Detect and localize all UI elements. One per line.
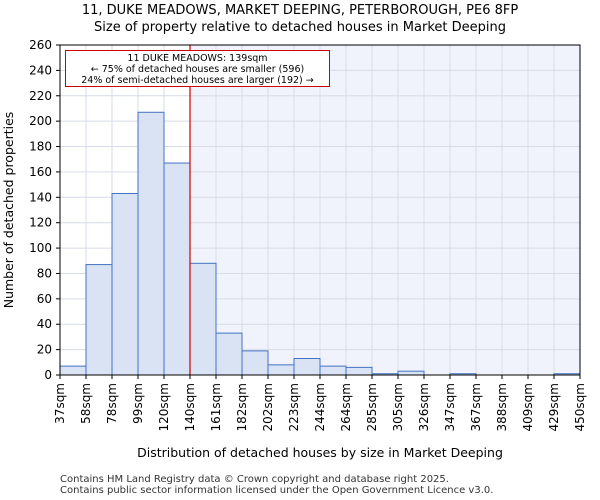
x-axis-ticks: 37sqm 58sqm 78sqm 99sqm 120sqm 140sqm 161sqm 18… [53,375,587,431]
bar-182sqm [241,350,269,376]
x-tick-label: 78sqm [105,383,119,424]
x-axis-label: Distribution of detached houses by size … [137,445,503,460]
bar-99sqm [137,111,165,376]
y-tick-label: 0 [44,368,52,382]
x-tick-label: 429sqm [547,383,561,431]
highlight-region [190,45,580,375]
x-tick-label: 140sqm [183,383,197,431]
footer-line-2: Contains public sector information licen… [60,485,494,496]
annotation-box: 11 DUKE MEADOWS: 139sqm ← 75% of detache… [65,50,330,87]
x-tick-label: 326sqm [417,383,431,431]
x-tick-label: 182sqm [235,383,249,431]
bar-202sqm [267,364,295,376]
x-tick-label: 99sqm [131,383,145,424]
bar-140sqm [189,262,217,376]
y-tick-label: 60 [37,292,52,306]
chart-title: 11, DUKE MEADOWS, MARKET DEEPING, PETERB… [81,3,519,18]
y-tick-label: 40 [37,317,52,331]
x-tick-label: 388sqm [495,383,509,431]
x-tick-label: 367sqm [469,383,483,431]
bar-223sqm [293,358,321,376]
histogram-chart: 0 20 40 60 80 100 120 140 160 180 200 220 240 260 37s… [1,38,587,460]
x-tick-label: 223sqm [287,383,301,431]
x-tick-label: 161sqm [209,383,223,431]
x-tick-label: 450sqm [573,383,587,431]
x-tick-label: 305sqm [391,383,405,431]
annotation-line-1: 11 DUKE MEADOWS: 139sqm [127,53,268,64]
x-tick-label: 202sqm [261,383,275,431]
y-tick-label: 260 [29,38,52,52]
x-tick-label: 58sqm [79,383,93,424]
x-tick-label: 409sqm [521,383,535,431]
x-tick-label: 244sqm [313,383,327,431]
x-tick-label: 37sqm [53,383,67,424]
chart-subtitle: Size of property relative to detached ho… [94,20,506,35]
y-axis-ticks: 0 20 40 60 80 100 120 140 160 180 200 220 240 260 [29,38,60,382]
x-tick-label: 285sqm [365,383,379,431]
y-tick-label: 220 [29,89,52,103]
footer-line-1: Contains HM Land Registry data © Crown c… [60,474,449,485]
bar-244sqm [319,365,347,376]
y-tick-label: 180 [29,140,52,154]
bar-58sqm [85,264,113,376]
bar-264sqm [345,366,373,376]
bar-78sqm [111,193,139,376]
y-axis-label: Number of detached properties [1,112,16,309]
annotation-line-3: 24% of semi-detached houses are larger (… [81,75,314,86]
y-tick-label: 80 [37,266,52,280]
bar-161sqm [215,332,243,376]
bar-37sqm [59,365,87,376]
y-tick-label: 140 [29,190,52,204]
x-tick-label: 264sqm [339,383,353,431]
y-tick-label: 20 [37,343,52,357]
y-tick-label: 240 [29,63,52,77]
y-tick-label: 160 [29,165,52,179]
y-tick-label: 100 [29,241,52,255]
x-tick-label: 347sqm [443,383,457,431]
bar-305sqm [397,370,425,376]
bar-120sqm [163,162,191,376]
y-tick-label: 120 [29,216,52,230]
annotation-line-2: ← 75% of detached houses are smaller (59… [90,64,305,75]
y-tick-label: 200 [29,114,52,128]
x-tick-label: 120sqm [157,383,171,431]
plot-frame [59,44,581,376]
